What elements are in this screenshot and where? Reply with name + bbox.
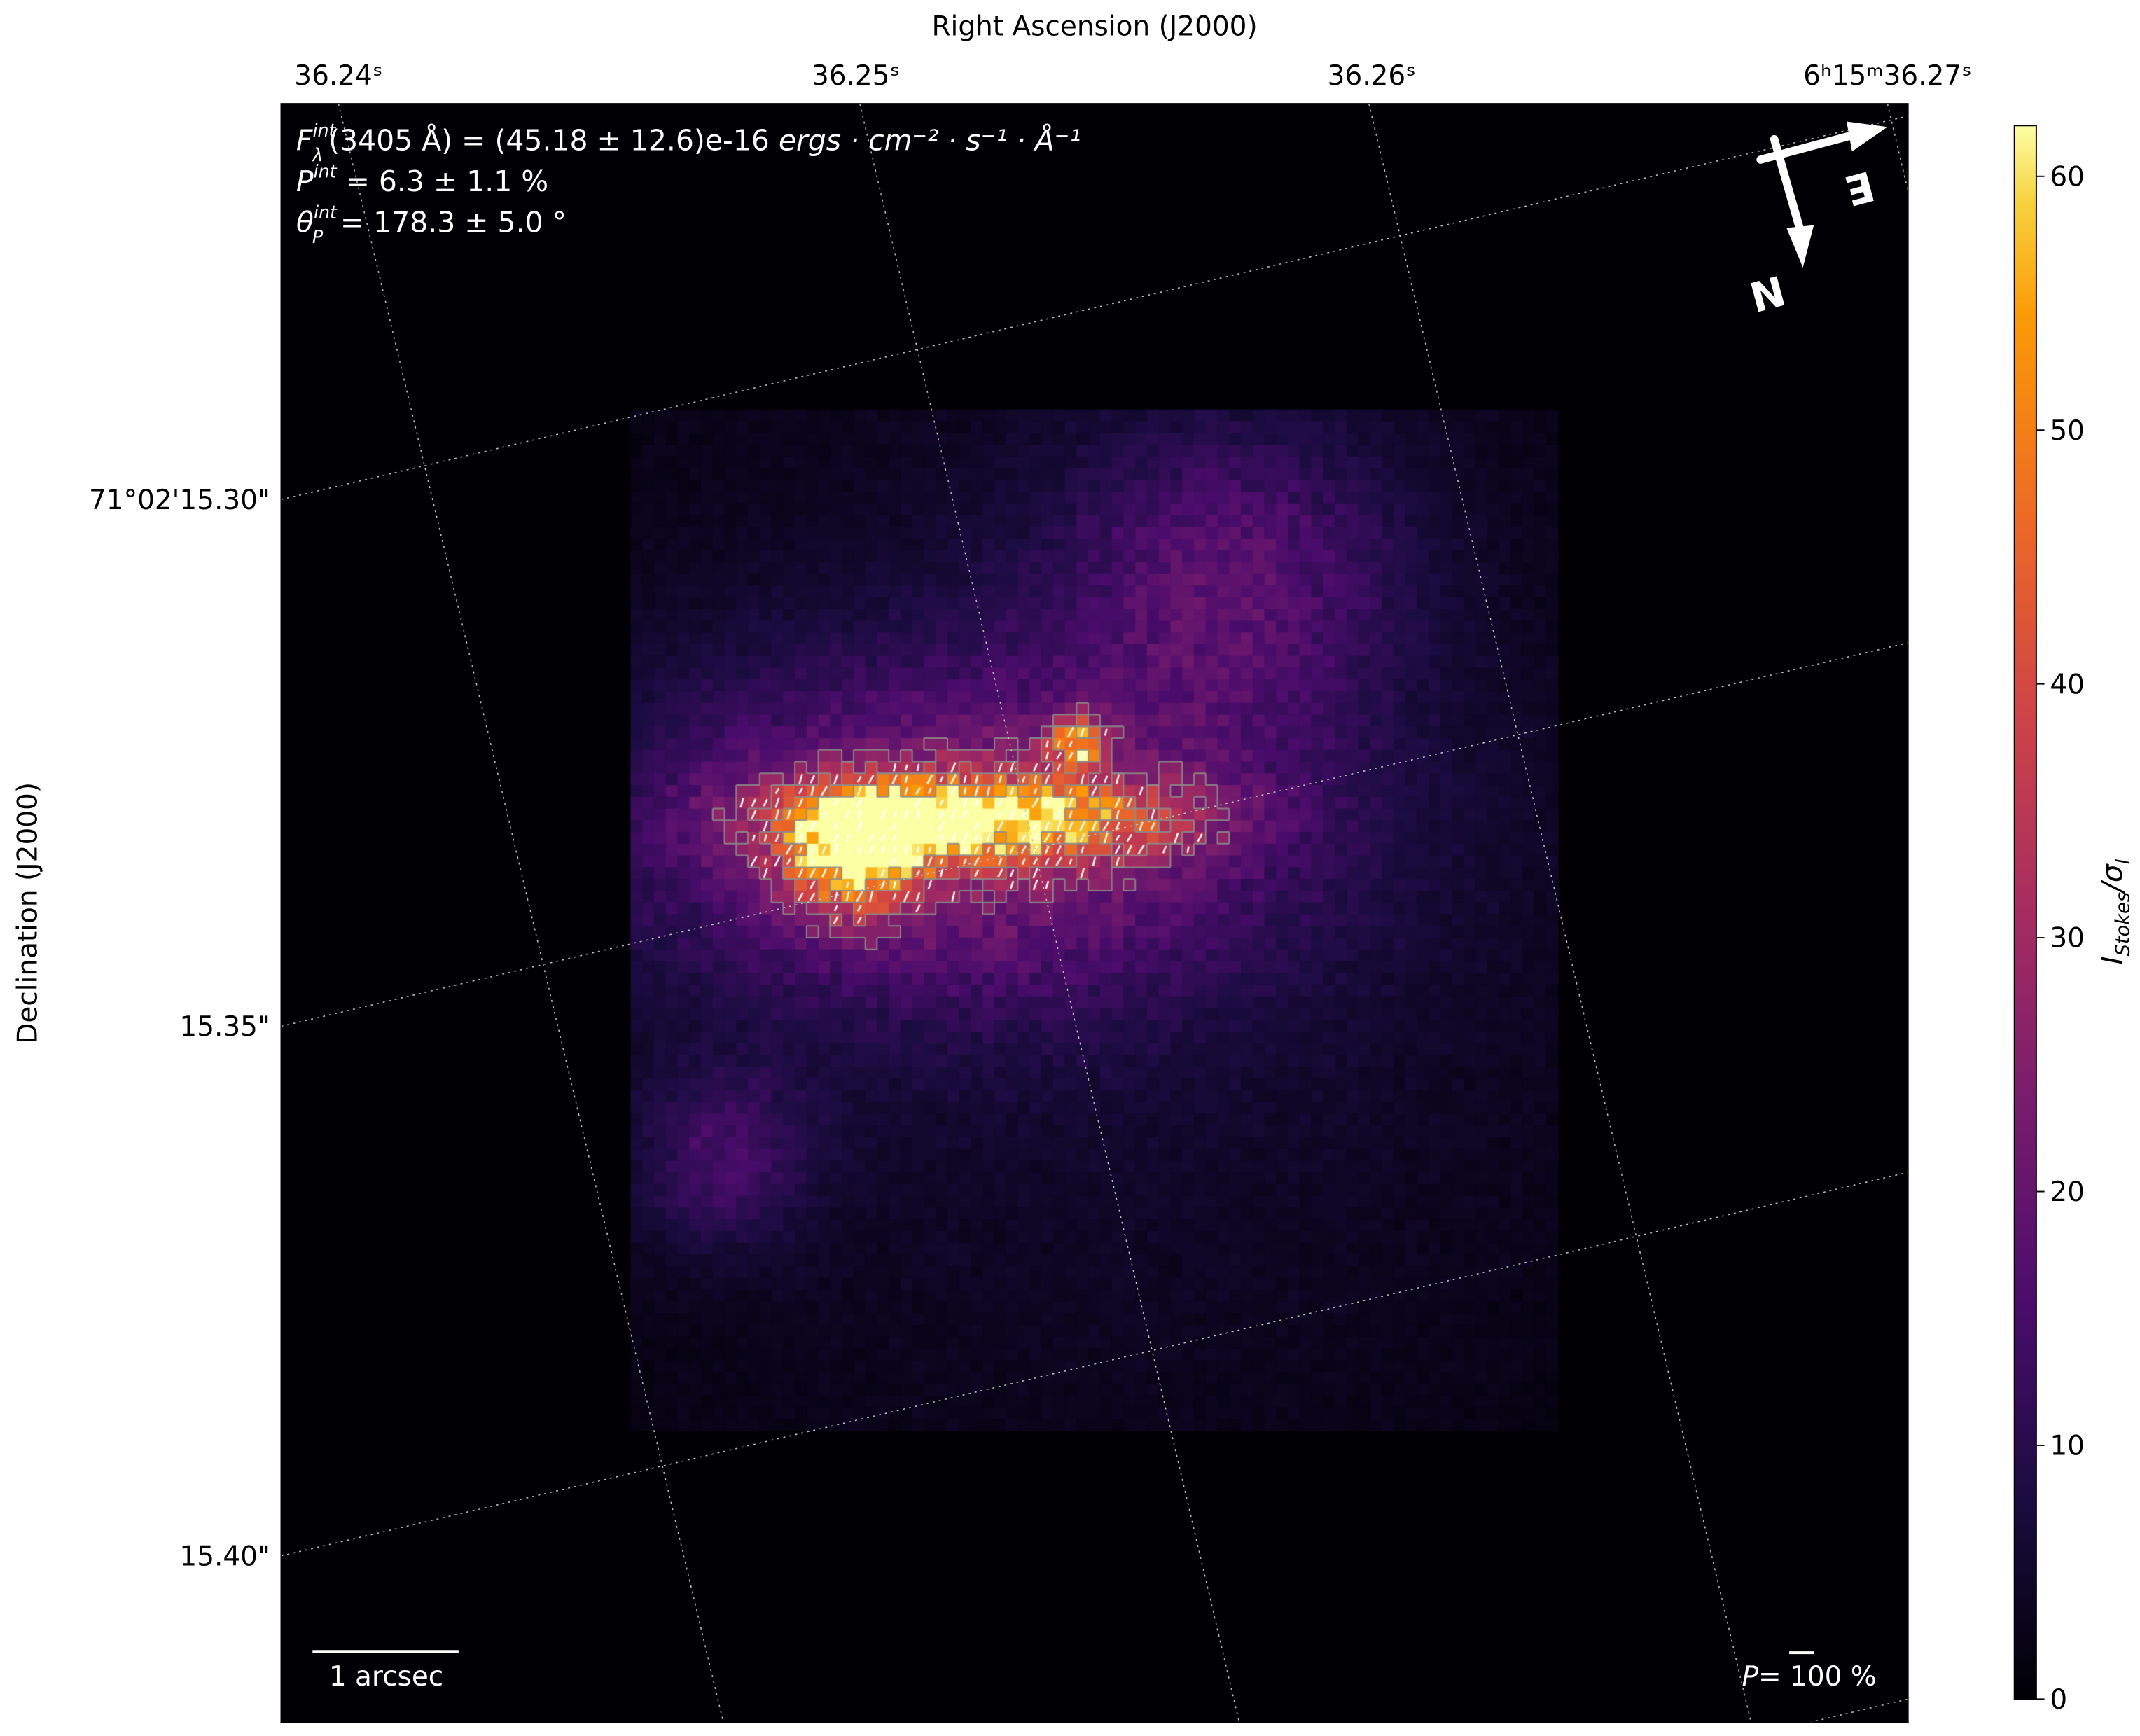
colorbar-tick-label: 20 [2050, 1176, 2085, 1208]
east-arrowhead [1846, 121, 1888, 152]
colorbar-tick-label: 60 [2050, 161, 2085, 193]
north-arrowhead [1786, 225, 1814, 268]
y-axis-label: Declination (J2000) [13, 782, 44, 1044]
grid-line [281, 642, 1908, 1027]
colorbar-label: IStokes/σI [2096, 859, 2134, 964]
compass: N E [1745, 121, 1888, 322]
colorbar-tick-label: 30 [2050, 923, 2085, 954]
x-axis-label: Right Ascension (J2000) [931, 11, 1257, 43]
east-label: E [1840, 162, 1880, 215]
x-tick-label: 36.25ˢ [812, 60, 900, 92]
integrated-values: Fint λ (3405 Å) = (45.18 ± 12.6)e-16 ergs … [296, 120, 1081, 247]
y-tick-label: 15.40" [179, 1541, 270, 1572]
grid-line [281, 115, 1908, 501]
grid-line [338, 103, 724, 1723]
plot-frame [280, 103, 1909, 1723]
colorbar-tick-label: 40 [2050, 669, 2085, 700]
x-tick-label: 36.26ˢ [1328, 60, 1416, 92]
y-tick-label: 15.35" [179, 1011, 270, 1043]
x-tick-label: 6ʰ15ᵐ36.27ˢ [1803, 60, 1972, 92]
colorbar-tick-label: 50 [2050, 415, 2085, 447]
flux-annotation: Fint λ (3405 Å) = (45.18 ± 12.6)e-16 ergs … [296, 120, 1081, 165]
colorbar [2013, 125, 2037, 1700]
grid-line [1368, 103, 1752, 1723]
angle-annotation: θint P = 178.3 ± 5.0 ° [296, 202, 567, 247]
colorbar-ticks: 0 10 20 30 40 50 60 [2036, 161, 2085, 1716]
grid-line [1887, 103, 1909, 192]
scale-bar-label: 1 arcsec [329, 1661, 443, 1693]
coordinate-grid [281, 103, 1909, 1723]
grid-line [859, 103, 1240, 1723]
polarization-annotation: Pint = 6.3 ± 1.1 % [296, 160, 548, 197]
y-tick-label: 71°02'15.30" [89, 485, 270, 516]
north-label: N [1745, 268, 1791, 322]
grid-line [281, 1172, 1908, 1557]
vector-scale-label: P= 100 % [1742, 1661, 1876, 1693]
colorbar-tick-label: 0 [2050, 1684, 2067, 1716]
colorbar-tick-label: 10 [2050, 1431, 2085, 1462]
grid-line [1809, 1698, 1908, 1723]
x-tick-label: 36.24ˢ [294, 60, 382, 92]
north-arrow [1770, 134, 1806, 239]
